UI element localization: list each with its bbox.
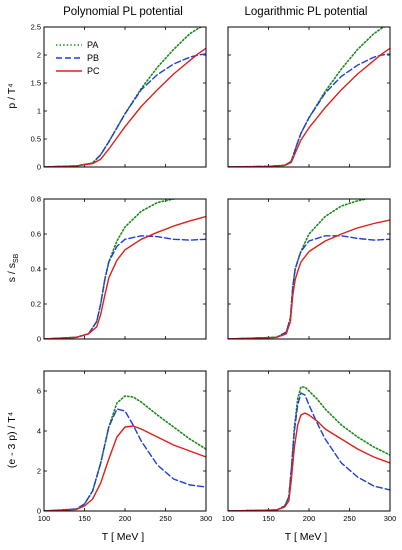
series-group xyxy=(228,199,390,339)
series-pb xyxy=(228,53,390,167)
x-tick-label: 100 xyxy=(222,514,235,523)
y-tick-label: 2 xyxy=(37,467,41,476)
y-tick-label: 0.5 xyxy=(31,135,41,144)
y-tick-label: 2 xyxy=(37,51,41,60)
panel-frame xyxy=(43,26,207,168)
panel-s-polynomial: 0 0.2 0.4 0.6 0.8 xyxy=(31,195,207,344)
series-pc xyxy=(44,47,206,167)
series-group xyxy=(44,395,206,511)
y-tick-label: 1 xyxy=(37,107,41,116)
y-tick-label: 6 xyxy=(37,387,41,396)
y-tick-label: 0 xyxy=(37,507,41,516)
series-group xyxy=(228,27,390,167)
y-tick-label: 0.6 xyxy=(31,230,41,239)
y-tick-label: 0.2 xyxy=(31,300,41,309)
panels: 0 0.5 1 1.5 2 2.5 0 0.2 0.4 0.6 0.8 100 150 200 250 300… xyxy=(31,23,397,523)
panel-trace-logarithmic: 100 150 200 250 300 xyxy=(222,370,397,523)
x-tick-label: 250 xyxy=(159,514,172,523)
x-tick-label: 200 xyxy=(303,514,316,523)
series-pb xyxy=(228,235,390,339)
series-pb xyxy=(228,392,390,511)
x-tick-label: 100 xyxy=(38,514,51,523)
panel-frame xyxy=(43,370,207,512)
x-tick-label: 200 xyxy=(119,514,132,523)
ylabel-s-sub: SB xyxy=(13,253,20,263)
legend-label-pb: PB xyxy=(87,53,99,63)
panel-s-logarithmic xyxy=(227,198,391,340)
x-tick-label: 150 xyxy=(78,514,91,523)
series-pa xyxy=(228,199,370,339)
series-group xyxy=(228,386,390,511)
series-pb xyxy=(44,408,206,511)
y-tick-label: 0 xyxy=(37,335,41,344)
y-tick-label: 1.5 xyxy=(31,79,41,88)
panel-frame xyxy=(227,198,391,340)
ylabel-p: p / T⁴ xyxy=(6,83,18,108)
xlabel-left: T [ MeV ] xyxy=(102,531,144,543)
series-pa xyxy=(44,395,206,511)
panel-frame xyxy=(227,370,391,512)
series-pa xyxy=(44,199,182,339)
legend: PA PB PC xyxy=(56,40,100,76)
series-pc xyxy=(228,412,390,511)
series-pa xyxy=(44,27,203,167)
series-pa xyxy=(228,386,390,511)
series-pc xyxy=(228,219,390,339)
series-pc xyxy=(44,215,206,339)
series-group xyxy=(44,199,206,339)
y-tick-label: 0.8 xyxy=(31,195,41,204)
xlabel-right: T [ MeV ] xyxy=(285,531,327,543)
title-left: Polynomial PL potential xyxy=(63,6,183,18)
panel-frame xyxy=(227,26,391,168)
x-tick-label: 150 xyxy=(262,514,275,523)
title-right: Logarithmic PL potential xyxy=(245,6,368,18)
panel-p-logarithmic xyxy=(227,26,391,168)
ylabel-s-main: s / s xyxy=(6,263,18,282)
legend-label-pc: PC xyxy=(87,66,100,76)
legend-label-pa: PA xyxy=(87,40,98,50)
ylabel-s: s / sSB xyxy=(6,253,20,282)
series-pc xyxy=(228,47,390,167)
series-pb xyxy=(44,235,206,339)
x-tick-label: 300 xyxy=(200,514,213,523)
series-pc xyxy=(44,425,206,511)
series-group xyxy=(44,27,206,167)
y-tick-label: 0 xyxy=(37,163,41,172)
ylabel-trace: (e - 3 p) / T⁴ xyxy=(6,412,18,468)
y-tick-label: 2.5 xyxy=(31,23,41,32)
x-tick-label: 250 xyxy=(343,514,356,523)
y-tick-label: 4 xyxy=(37,427,41,436)
y-tick-label: 0.4 xyxy=(31,265,41,274)
x-tick-label: 300 xyxy=(384,514,397,523)
panel-p-polynomial: 0 0.5 1 1.5 2 2.5 xyxy=(31,23,207,172)
panel-trace-polynomial: 100 150 200 250 300 0 2 4 6 xyxy=(37,370,213,523)
series-pa xyxy=(228,27,387,167)
panel-frame xyxy=(43,198,207,340)
